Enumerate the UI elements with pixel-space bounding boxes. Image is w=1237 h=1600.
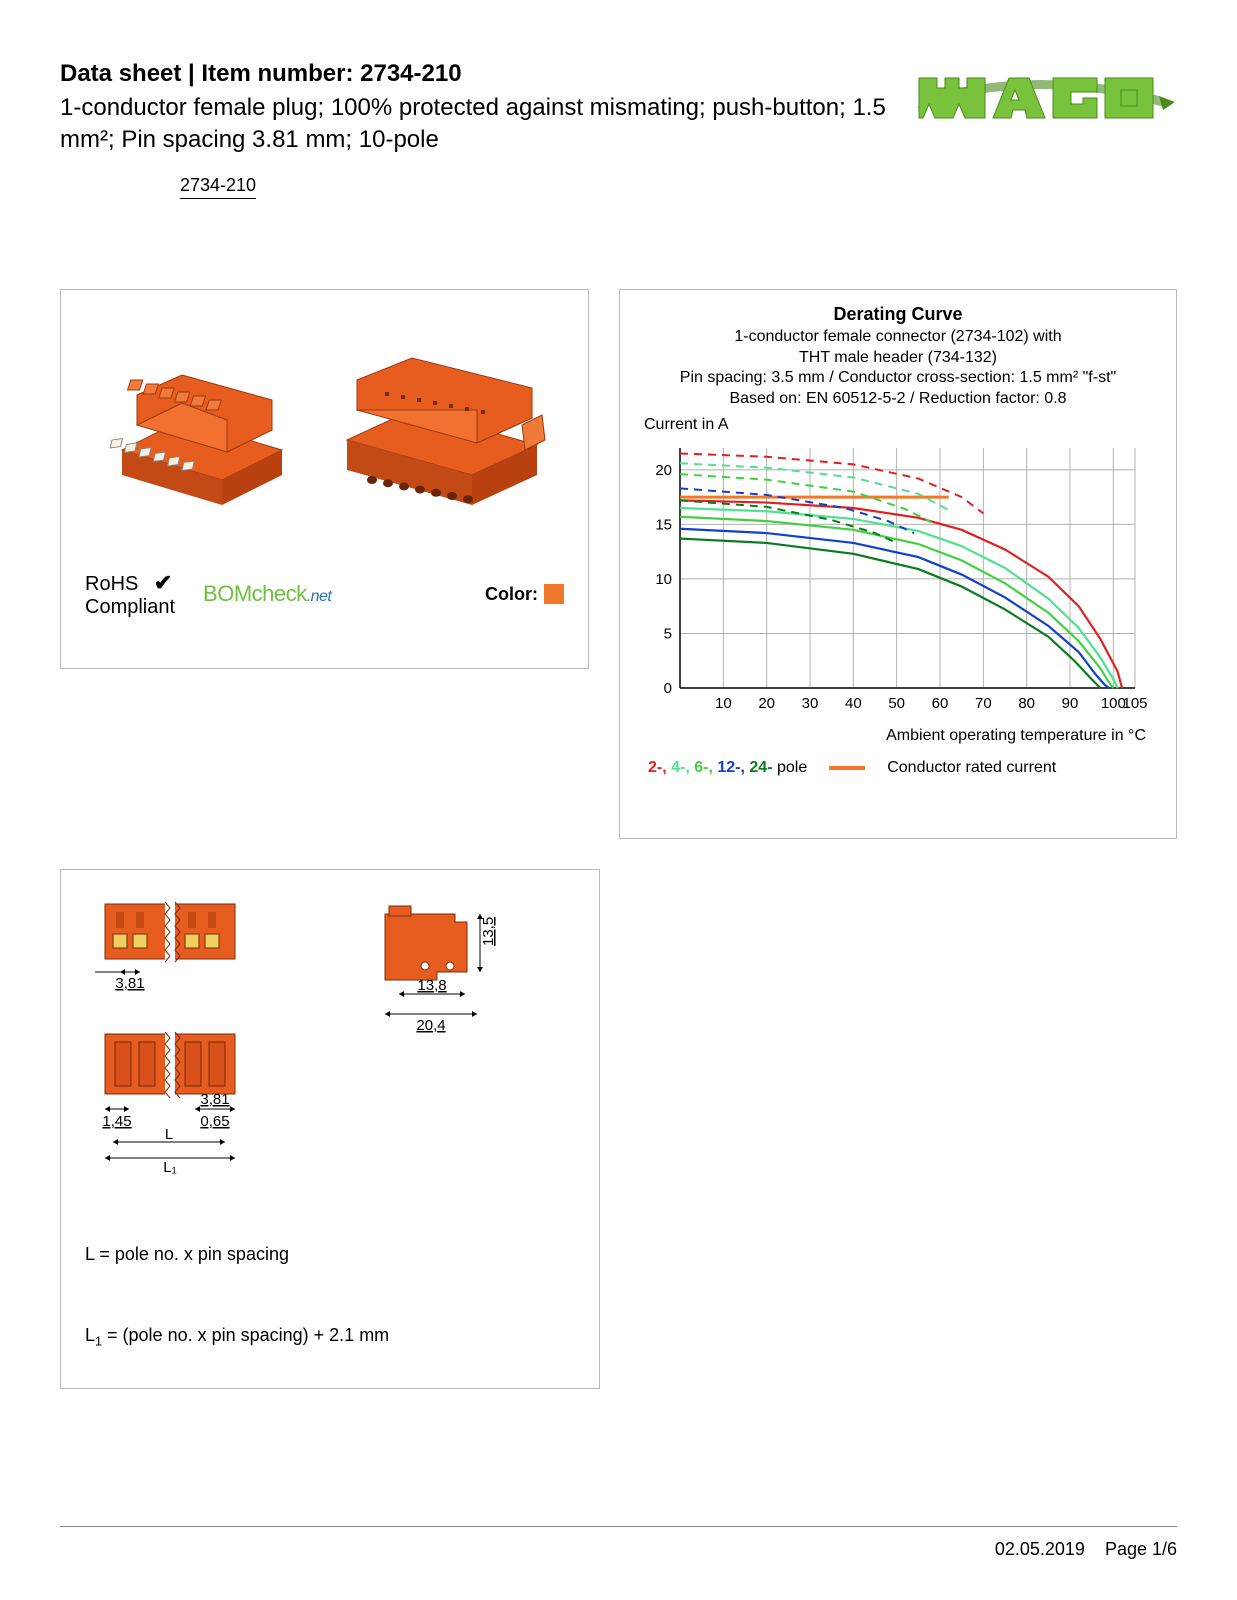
item-code: 2734-210: [180, 175, 256, 199]
svg-text:90: 90: [1062, 695, 1079, 712]
svg-text:13,5: 13,5: [480, 917, 497, 946]
rated-swatch: [829, 766, 865, 770]
svg-text:70: 70: [975, 695, 992, 712]
svg-text:10: 10: [715, 695, 732, 712]
bomcheck-label: BOMcheck.net: [203, 581, 331, 607]
svg-text:20,4: 20,4: [416, 1017, 445, 1034]
chart-sub3: Pin spacing: 3.5 mm / Conductor cross-se…: [680, 369, 1116, 386]
chart-plot: 05101520102030405060708090100105: [638, 438, 1158, 718]
formula-2: L1 = (pole no. x pin spacing) + 2.1 mm: [85, 1325, 575, 1349]
product-panel: RoHS ✔ Compliant BOMcheck.net Color:: [60, 289, 589, 669]
svg-text:15: 15: [655, 516, 672, 533]
compliance-row: RoHS ✔ Compliant BOMcheck.net Color:: [85, 570, 564, 619]
legend-rated: Conductor rated current: [887, 759, 1056, 777]
svg-text:3,81: 3,81: [200, 1091, 229, 1108]
check-icon: ✔: [154, 570, 172, 595]
product-images: [85, 310, 564, 530]
formula-1: L = pole no. x pin spacing: [85, 1244, 575, 1265]
dim-drawing-right: 13,5 13,8 20,4: [365, 894, 555, 1034]
x-axis-label: Ambient operating temperature in °C: [638, 727, 1158, 745]
svg-text:40: 40: [845, 695, 862, 712]
bomcheck-net: .net: [307, 588, 332, 605]
svg-text:20: 20: [655, 462, 672, 479]
color-label: Color:: [485, 584, 564, 605]
svg-text:80: 80: [1018, 695, 1035, 712]
svg-text:3,81: 3,81: [115, 975, 144, 992]
footer: 02.05.2019 Page 1/6: [60, 1526, 1177, 1560]
svg-text:0: 0: [664, 680, 672, 697]
rohs-line2: Compliant: [85, 596, 175, 618]
svg-text:5: 5: [664, 625, 672, 642]
page-title: Data sheet | Item number: 2734-210: [60, 60, 907, 88]
dimensions-panel: 3,81 1,45 3,81 0,65 L L₁ 13,5 13,8 20,4 L = pol…: [60, 869, 600, 1390]
svg-text:1,45: 1,45: [102, 1113, 131, 1130]
rohs-line1: RoHS: [85, 573, 138, 595]
svg-text:105: 105: [1122, 695, 1147, 712]
svg-text:60: 60: [932, 695, 949, 712]
svg-text:13,8: 13,8: [417, 977, 446, 994]
product-image-left: [92, 330, 312, 510]
product-image-right: [327, 330, 557, 510]
footer-date: 02.05.2019: [995, 1539, 1085, 1559]
chart-panel: Derating Curve 1-conductor female connec…: [619, 289, 1177, 839]
color-text: Color:: [485, 584, 538, 605]
f2-pre: L: [85, 1325, 95, 1345]
f2-sub: 1: [95, 1334, 102, 1348]
wago-logo: [907, 60, 1177, 124]
chart-sub: 1-conductor female connector (2734-102) …: [638, 327, 1158, 410]
rohs-label: RoHS ✔ Compliant: [85, 570, 175, 619]
svg-text:10: 10: [655, 571, 672, 588]
footer-page: Page 1/6: [1105, 1539, 1177, 1559]
svg-text:L: L: [165, 1126, 173, 1143]
subtitle: 1-conductor female plug; 100% protected …: [60, 92, 907, 157]
chart-sub2: THT male header (734-132): [799, 349, 997, 366]
svg-text:30: 30: [802, 695, 819, 712]
dims-drawings: 3,81 1,45 3,81 0,65 L L₁ 13,5 13,8 20,4: [85, 894, 575, 1194]
header: Data sheet | Item number: 2734-210 1-con…: [60, 60, 1177, 199]
chart-sub4: Based on: EN 60512-5-2 / Reduction facto…: [729, 390, 1066, 407]
svg-text:0,65: 0,65: [200, 1113, 229, 1130]
header-left: Data sheet | Item number: 2734-210 1-con…: [60, 60, 907, 199]
svg-text:50: 50: [888, 695, 905, 712]
chart-legend: 2-, 4-, 6-, 12-, 24- pole Conductor rate…: [638, 759, 1158, 777]
f2-post: = (pole no. x pin spacing) + 2.1 mm: [102, 1325, 389, 1345]
svg-text:20: 20: [758, 695, 775, 712]
color-swatch: [544, 584, 564, 604]
chart-title: Derating Curve: [638, 304, 1158, 325]
svg-text:L₁: L₁: [163, 1159, 176, 1176]
dim-drawing-left: 3,81 1,45 3,81 0,65 L L₁: [85, 894, 315, 1194]
legend-poles: 2-, 4-, 6-, 12-, 24- pole: [648, 759, 807, 777]
chart-sub1: 1-conductor female connector (2734-102) …: [734, 328, 1061, 345]
y-axis-label: Current in A: [644, 416, 1158, 434]
panels-row: RoHS ✔ Compliant BOMcheck.net Color: Der…: [60, 289, 1177, 839]
bomcheck-main: BOMcheck: [203, 581, 307, 606]
